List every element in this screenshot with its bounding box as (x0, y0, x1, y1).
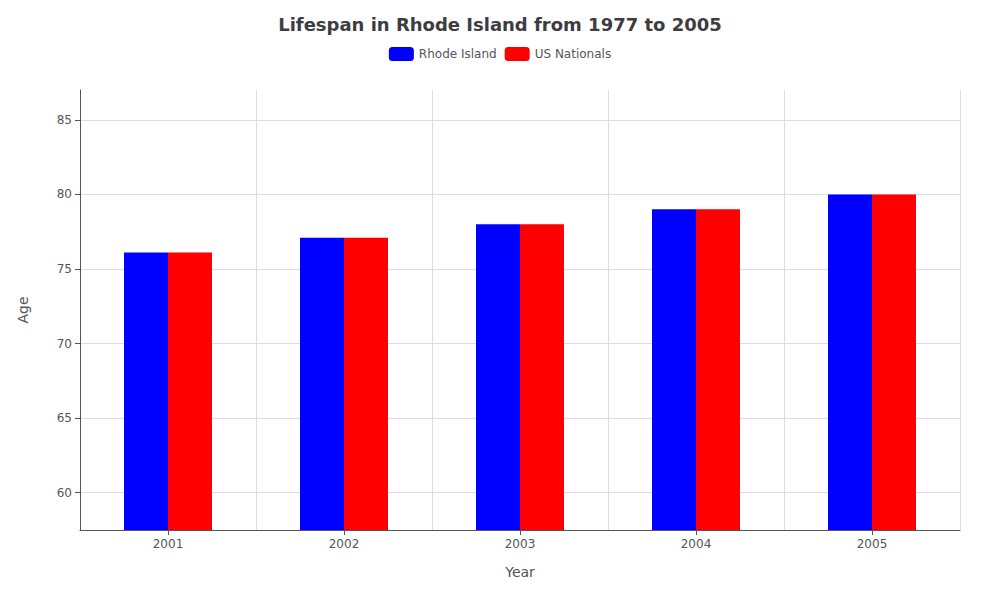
svg-text:2003: 2003 (505, 537, 536, 551)
svg-text:Lifespan in Rhode Island from: Lifespan in Rhode Island from 1977 to 20… (278, 14, 722, 35)
svg-text:85: 85 (57, 113, 72, 127)
svg-text:Year: Year (504, 564, 535, 580)
svg-text:Age: Age (15, 296, 31, 323)
svg-text:80: 80 (57, 187, 72, 201)
svg-text:2002: 2002 (329, 537, 360, 551)
svg-text:60: 60 (57, 486, 72, 500)
svg-text:75: 75 (57, 262, 72, 276)
svg-text:Rhode Island: Rhode Island (419, 47, 497, 61)
svg-text:US Nationals: US Nationals (535, 47, 611, 61)
svg-text:70: 70 (57, 337, 72, 351)
svg-text:2004: 2004 (681, 537, 712, 551)
svg-text:2001: 2001 (153, 537, 184, 551)
svg-text:65: 65 (57, 411, 72, 425)
svg-text:2005: 2005 (857, 537, 888, 551)
